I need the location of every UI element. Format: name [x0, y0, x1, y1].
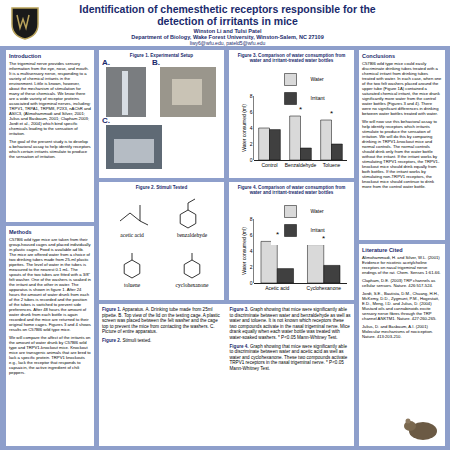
svg-text:acetic acid: acetic acid	[120, 232, 144, 238]
svg-text:*: *	[330, 109, 333, 118]
svg-text:Benzaldehyde: Benzaldehyde	[285, 161, 317, 167]
html-text:Methods: Methods	[9, 229, 32, 235]
svg-text:B.: B.	[152, 59, 160, 67]
html-text:Department of Biology, Wake Fo: Department of Biology, Wake Forest Unive…	[131, 34, 324, 40]
svg-text:8: 8	[250, 216, 253, 222]
html-text:We will now use this behaviora: We will now use this behavioral assay to…	[362, 119, 440, 189]
svg-text:*: *	[276, 230, 279, 239]
svg-text:toluene: toluene	[124, 282, 141, 288]
svg-text:Water consumed (ml): Water consumed (ml)	[241, 227, 247, 275]
svg-text:Water: Water	[311, 208, 324, 214]
html-text:Identification of chemesthetic: Identification of chemesthetic receptors…	[79, 3, 376, 27]
html-text:We will compare the affect of: We will compare the affect of the irrita…	[9, 335, 91, 375]
svg-text:Irritant: Irritant	[311, 227, 326, 233]
html-text:Figure 3. Graph showing that m: Figure 3. Graph showing that mice were s…	[229, 307, 351, 340]
html-text:Conclusions: Conclusions	[362, 53, 395, 59]
html-text:Introduction: Introduction	[9, 53, 42, 59]
svg-text:Control: Control	[261, 161, 277, 167]
html-text:Jordt, S.E., Bautista, D.M., C: Jordt, S.E., Bautista, D.M., Chuang, H.H…	[362, 291, 440, 321]
html-text:Winston Li and Tulsi Patel: Winston Li and Tulsi Patel	[193, 28, 262, 34]
svg-text:2: 2	[250, 141, 253, 147]
html-text:Clapham, D.E. (2003) TRP chann: Clapham, D.E. (2003) TRP channels as cel…	[362, 278, 436, 288]
html-text:Literature Cited: Literature Cited	[362, 247, 403, 253]
html-text:Figure 2. Stimuli tested.: Figure 2. Stimuli tested.	[102, 338, 152, 343]
html-text:Figure 4. Comparison of water: Figure 4. Comparison of water consumptio…	[237, 185, 346, 196]
svg-text:8: 8	[250, 93, 253, 99]
svg-text:Irritant: Irritant	[311, 95, 326, 101]
svg-text:4: 4	[250, 248, 253, 254]
svg-text:6: 6	[250, 232, 253, 238]
html-text:C57Bl6 wild type mice are take: C57Bl6 wild type mice are taken from the…	[9, 237, 91, 332]
html-text:liwy6@wfu.edu, pateld5@wfu.edu: liwy6@wfu.edu, pateld5@wfu.edu	[189, 40, 266, 46]
svg-text:4: 4	[250, 125, 253, 131]
svg-text:Cyclohexanone: Cyclohexanone	[307, 284, 342, 290]
svg-text:*: *	[299, 105, 302, 114]
svg-text:Water: Water	[311, 76, 324, 82]
svg-text:2: 2	[250, 264, 253, 270]
svg-text:benzaldehyde: benzaldehyde	[177, 232, 208, 238]
html-text:Figure 2. Stimuli Tested: Figure 2. Stimuli Tested	[135, 185, 188, 190]
html-text:Figure 1. Experimental Setup: Figure 1. Experimental Setup	[129, 53, 194, 58]
html-text:C57Bl6 wild type mice could ea: C57Bl6 wild type mice could easily discr…	[362, 61, 442, 116]
svg-text:C.: C.	[102, 116, 110, 125]
html-text:Alimohammadi, H. and Silver, W: Alimohammadi, H. and Silver, W.L. (2001)…	[362, 255, 441, 275]
svg-text:0: 0	[250, 157, 253, 163]
html-text:Figure 3. Comparison of water: Figure 3. Comparison of water consumptio…	[237, 53, 346, 64]
svg-text:cyclohexanone: cyclohexanone	[176, 282, 210, 288]
html-text:Figure 4. Graph showing that m: Figure 4. Graph showing that mice were s…	[229, 343, 348, 371]
svg-text:6: 6	[250, 109, 253, 115]
html-text:The goal of the present study: The goal of the present study is to deve…	[9, 139, 91, 159]
html-text:Julius, D. and Basbaum, A.I. (: Julius, D. and Basbaum, A.I. (2001) Mole…	[362, 324, 433, 339]
svg-text:0: 0	[250, 280, 253, 286]
svg-text:A.: A.	[102, 59, 110, 67]
svg-text:Water consumed (ml): Water consumed (ml)	[241, 104, 247, 152]
html-text:The trigeminal nerve provides: The trigeminal nerve provides sensory in…	[9, 61, 91, 136]
svg-text:Acetic acid: Acetic acid	[265, 284, 289, 290]
svg-text:*: *	[322, 234, 325, 243]
svg-text:Toluene: Toluene	[323, 161, 341, 167]
html-text:Figure 1. Apparatus. A. Drinki: Figure 1. Apparatus. A. Drinking tube ma…	[102, 307, 220, 335]
